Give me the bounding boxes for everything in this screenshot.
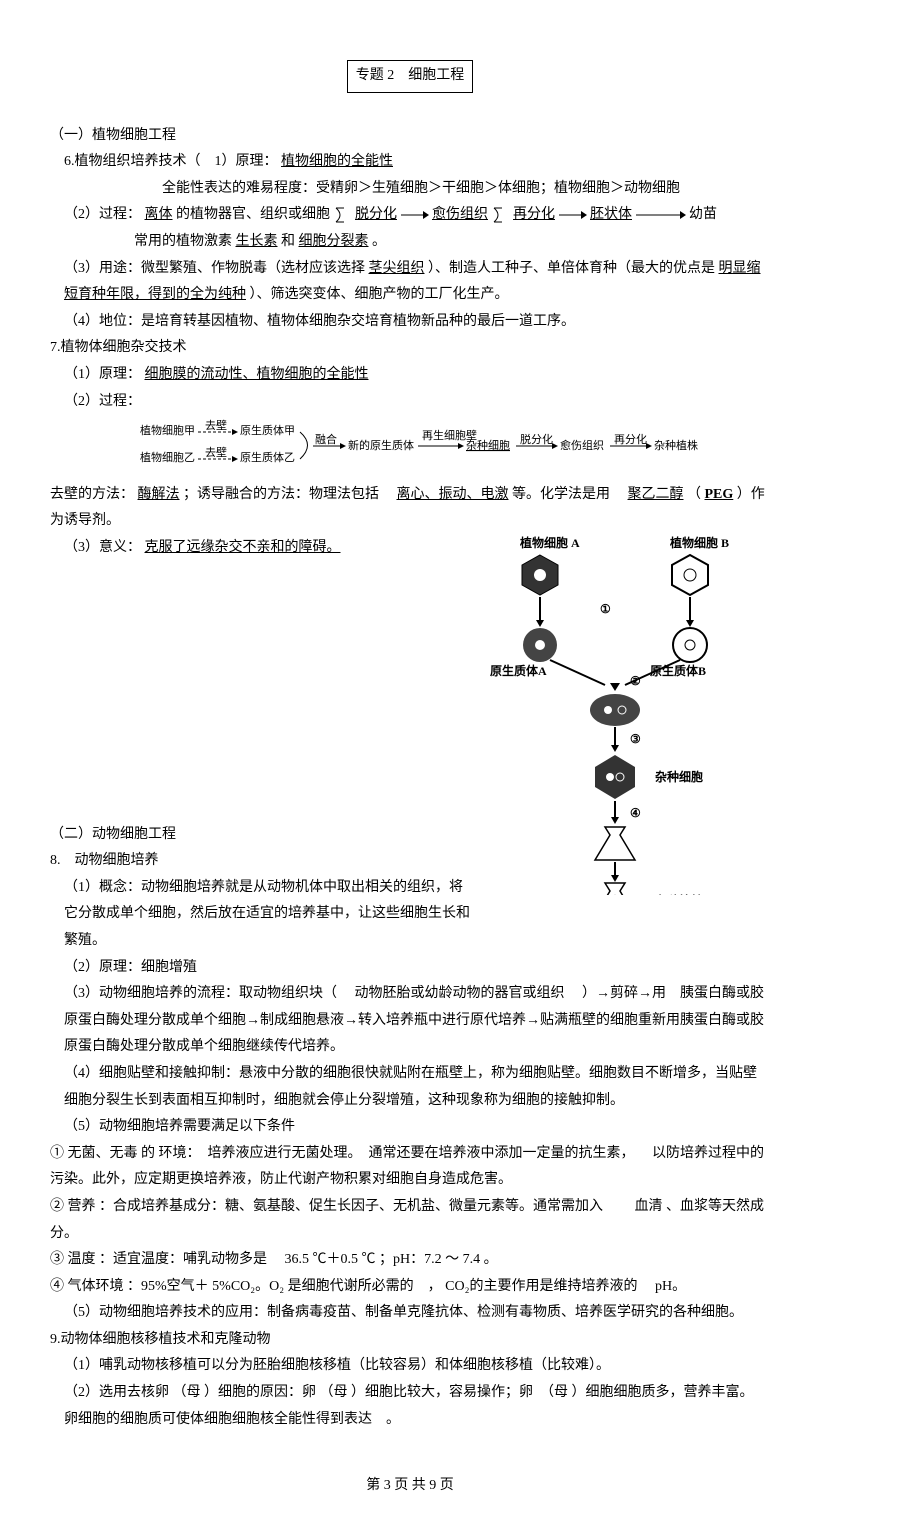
item-8-cond-3: ③ 温度 ：适宜温度：哺乳动物多是 36.5 ℃＋0.5 ℃ ；pH：7.2 ～…: [50, 1247, 770, 1274]
arrow-icon: [401, 210, 429, 220]
svg-text:②: ②: [630, 674, 641, 688]
svg-text:杂种细胞: 杂种细胞: [466, 438, 510, 452]
item-6-position: （4）地位：是培育转基因植物、植物体细胞杂交培育植物新品种的最后一道工序。: [64, 309, 770, 336]
section-heading-1: （一）植物细胞工程: [50, 123, 770, 150]
svg-text:融合: 融合: [315, 432, 337, 446]
svg-text:植物细胞乙: 植物细胞乙: [140, 450, 195, 464]
page-title: 专题 2 细胞工程: [347, 60, 474, 93]
bracket-icon: [334, 206, 352, 224]
arrow-icon: [636, 210, 686, 220]
item-8-cond-1: ① 无菌、无毒 的 环境： 培养液应进行无菌处理。 通常还要在培养液中添加一定量…: [50, 1141, 770, 1194]
svg-text:脱分化: 脱分化: [520, 432, 553, 446]
item-8-applications: （5）动物细胞培养技术的应用：制备病毒疫苗、制备单克隆抗体、检测有毒物质、培养医…: [64, 1300, 770, 1327]
svg-text:去壁: 去壁: [205, 445, 227, 459]
page-footer: 第 3 页 共 9 页: [50, 1473, 770, 1500]
fusion-stages-diagram: 植物细胞 A 植物细胞 B ① 原生质体A 原生质体B ② ③ 杂种细胞 ④ 杂…: [480, 535, 770, 906]
item-6-uses: （3）用途：微型繁殖、作物脱毒（选材应该选择 茎尖组织 ）、制造人工种子、单倍体…: [64, 256, 770, 309]
item-7-process-label: （2）过程：: [64, 389, 770, 416]
svg-text:原生质体乙: 原生质体乙: [240, 450, 295, 464]
item-8-cond-2: ② 营养 ：合成培养基成分：糖、氨基酸、促生长因子、无机盐、微量元素等。通常需加…: [50, 1194, 770, 1247]
svg-text:③: ③: [630, 732, 641, 746]
stages-svg: 植物细胞 A 植物细胞 B ① 原生质体A 原生质体B ② ③ 杂种细胞 ④ 杂…: [480, 535, 770, 895]
item-6-process: （2）过程： 离体 的植物器官、组织或细胞 脱分化 愈伤组织 再分化 胚状体 幼…: [64, 202, 770, 229]
item-6-hormones: 常用的植物激素 生长素 和 细胞分裂素 。: [134, 229, 770, 256]
svg-text:再分化: 再分化: [614, 432, 647, 446]
item-8-flow: （3）动物细胞培养的流程：取动物组织块（ 动物胚胎或幼龄动物的器官或组织 ）→剪…: [64, 981, 770, 1061]
item-7-heading: 7.植物体细胞杂交技术: [50, 335, 770, 362]
item-9-2: （2）选用去核卵 （母 ）细胞的原因：卵 （母 ）细胞比较大，容易操作；卵 （母…: [64, 1380, 770, 1433]
svg-text:④: ④: [630, 806, 641, 820]
svg-text:植物细胞 A: 植物细胞 A: [519, 535, 580, 550]
item-9-1: （1）哺乳动物核移植可以分为胚胎细胞核移植（比较容易）和体细胞核移植（比较难）。: [64, 1353, 770, 1380]
item-8-conditions: （5）动物细胞培养需要满足以下条件: [64, 1114, 770, 1141]
svg-text:杂种细胞: 杂种细胞: [655, 769, 703, 784]
arrow-icon: [559, 210, 587, 220]
svg-text:植物细胞 B: 植物细胞 B: [669, 535, 729, 550]
svg-text:新的原生质体: 新的原生质体: [348, 438, 414, 452]
page-title-box: 专题 2 细胞工程: [50, 60, 770, 93]
item-7-wall-methods: 去壁的方法： 酶解法 ；诱导融合的方法：物理法包括 离心、振动、电激 等。化学法…: [50, 482, 770, 535]
item-9-heading: 9.动物体细胞核移植技术和克隆动物: [50, 1327, 770, 1354]
svg-text:愈伤组织: 愈伤组织: [560, 438, 604, 452]
bracket-icon: [492, 206, 510, 224]
item-6-principle: 6.植物组织培养技术（ 1）原理： 植物细胞的全能性: [64, 149, 770, 176]
svg-text:去壁: 去壁: [205, 419, 227, 432]
item-6-totipotency-order: 全能性表达的难易程度：受精卵＞生殖细胞＞干细胞＞体细胞；植物细胞＞动物细胞: [162, 176, 770, 203]
item-8-adhesion: （4）细胞贴壁和接触抑制：悬液中分散的细胞很快就贴附在瓶壁上，称为细胞贴壁。细胞…: [64, 1061, 770, 1114]
item-7-principle: （1）原理： 细胞膜的流动性、植物细胞的全能性: [64, 362, 770, 389]
svg-text:杂种植株: 杂种植株: [655, 893, 704, 895]
svg-text:①: ①: [600, 602, 611, 616]
item-8-cond-4: ④ 气体环境 ：95%空气＋ 5%CO₂。O₂ 是细胞代谢所必需的 ， CO₂的…: [50, 1274, 770, 1301]
svg-text:原生质体A: 原生质体A: [490, 663, 547, 678]
flow-svg: 植物细胞甲 去壁 原生质体甲 植物细胞乙 去壁 原生质体乙 融合 新的原生质体 …: [140, 419, 840, 469]
fusion-flow-diagram: 植物细胞甲 去壁 原生质体甲 植物细胞乙 去壁 原生质体乙 融合 新的原生质体 …: [140, 419, 770, 478]
svg-text:原生质体甲: 原生质体甲: [240, 423, 295, 437]
svg-text:杂种植株: 杂种植株: [654, 438, 698, 452]
item-8-principle: （2）原理：细胞增殖: [64, 955, 770, 982]
svg-text:植物细胞甲: 植物细胞甲: [140, 423, 195, 437]
